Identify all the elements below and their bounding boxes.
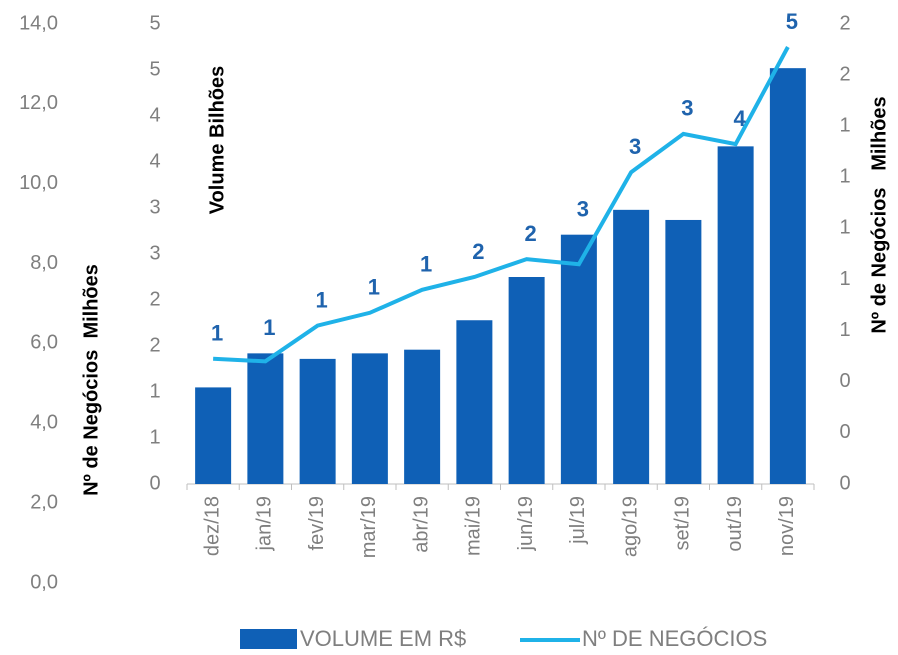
x-tick-label: set/19: [672, 496, 694, 550]
y2-tick-label: 0: [839, 472, 850, 494]
data-label: 1: [316, 287, 328, 312]
y-tick-label: 3: [149, 242, 160, 264]
data-label: 3: [577, 196, 589, 221]
legend-label: VOLUME EM R$: [300, 626, 466, 651]
outer-y-tick-label: 0,0: [30, 571, 58, 593]
data-label: 1: [263, 315, 275, 340]
x-tick-label: fev/19: [306, 496, 328, 550]
x-tick-label: abr/19: [410, 496, 432, 553]
data-label: 5: [786, 9, 798, 34]
y-tick-label: 2: [149, 334, 160, 356]
x-tick-label: dez/18: [201, 496, 223, 556]
y2-tick-label: 2: [839, 63, 850, 85]
y2-tick-label: 1: [839, 217, 850, 239]
bar: [195, 387, 232, 484]
y-axis-title: Volume Bilhões: [206, 66, 228, 215]
bar: [404, 349, 441, 484]
y-tick-label: 5: [149, 58, 160, 80]
y2-axis-title: Nº de Negócios Milhões: [868, 96, 890, 333]
data-label: 4: [734, 106, 747, 131]
y2-tick-label: 0: [839, 370, 850, 392]
x-tick-label: jan/19: [254, 496, 276, 552]
bar: [299, 358, 336, 484]
bar: [560, 234, 597, 484]
data-label: 1: [368, 275, 380, 300]
legend-swatch: [240, 629, 297, 649]
y-tick-label: 1: [149, 426, 160, 448]
y2-tick-label: 1: [839, 268, 850, 290]
y2-tick-label: 2: [839, 12, 850, 34]
y-tick-label: 1: [149, 380, 160, 402]
y-tick-label: 0: [149, 472, 160, 494]
x-tick-label: out/19: [724, 496, 746, 552]
x-tick-label: jun/19: [515, 496, 537, 552]
outer-y-tick-label: 6,0: [30, 332, 58, 354]
data-label: 1: [211, 321, 223, 346]
outer-y-axis-title: Nº de Negócios Milhões: [80, 264, 102, 496]
x-tick-label: mar/19: [358, 496, 380, 558]
bar: [769, 68, 806, 484]
y2-tick-label: 1: [839, 115, 850, 137]
bar: [247, 353, 284, 484]
outer-y-tick-label: 12,0: [19, 92, 58, 114]
y2-tick-label: 1: [839, 166, 850, 188]
outer-y-tick-label: 8,0: [30, 252, 58, 274]
x-tick-label: nov/19: [776, 496, 798, 556]
y-tick-label: 4: [149, 150, 160, 172]
line: [213, 46, 790, 364]
y-tick-label: 3: [149, 196, 160, 218]
data-label: 3: [681, 96, 693, 121]
outer-y-tick-label: 2,0: [30, 491, 58, 513]
bar: [613, 209, 650, 484]
data-label: 2: [472, 239, 484, 264]
y2-tick-label: 1: [839, 319, 850, 341]
bar: [717, 146, 754, 485]
data-label: 1: [420, 252, 432, 277]
y-tick-label: 2: [149, 288, 160, 310]
data-label: 2: [525, 221, 537, 246]
outer-y-tick-label: 10,0: [19, 172, 58, 194]
outer-y-tick-label: 4,0: [30, 412, 58, 434]
y-tick-label: 5: [149, 12, 160, 34]
y2-tick-label: 0: [839, 421, 850, 443]
x-tick-label: jul/19: [567, 496, 589, 545]
bar: [508, 277, 545, 484]
legend-label: Nº DE NEGÓCIOS: [582, 626, 767, 651]
outer-y-tick-label: 14,0: [19, 12, 58, 34]
y-tick-label: 4: [149, 104, 160, 126]
bar: [665, 219, 702, 484]
data-label: 3: [629, 134, 641, 159]
bar: [456, 320, 493, 484]
x-tick-label: mai/19: [463, 496, 485, 556]
bar: [351, 353, 388, 484]
x-tick-label: ago/19: [619, 496, 641, 557]
